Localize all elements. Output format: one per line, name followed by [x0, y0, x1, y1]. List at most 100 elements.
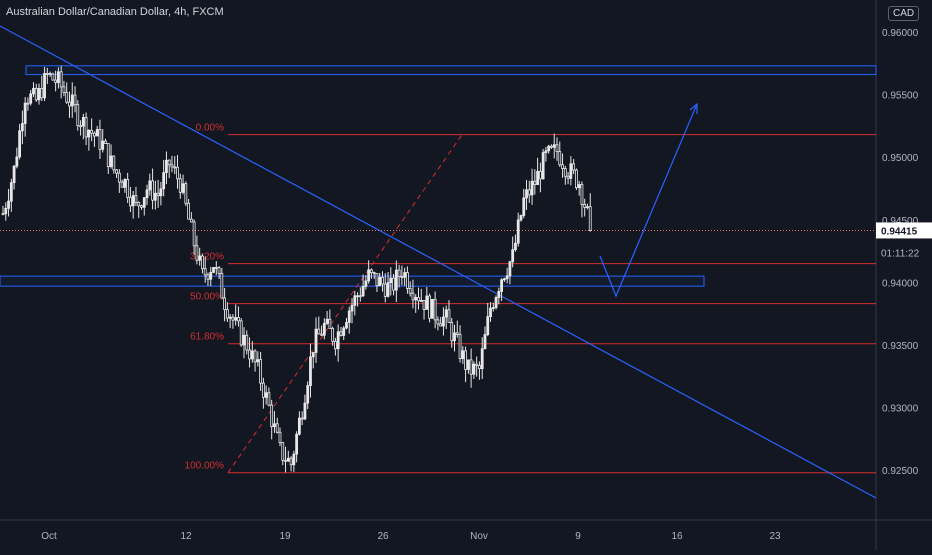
- candle-body: [226, 310, 228, 318]
- candle-body: [251, 351, 253, 359]
- candle-body: [476, 364, 478, 365]
- current-price-label: 0.94415: [881, 226, 918, 237]
- candle-body: [193, 222, 195, 246]
- candle-body: [27, 103, 29, 104]
- candle-body: [559, 152, 561, 165]
- candle-body: [478, 365, 480, 368]
- candle-body: [581, 185, 583, 205]
- candle-body: [190, 219, 192, 222]
- candle-body: [357, 296, 359, 297]
- candle-body: [309, 357, 311, 386]
- candle-body: [127, 179, 129, 197]
- zones: [0, 66, 876, 286]
- candle-body: [60, 72, 62, 87]
- candle-body: [221, 273, 223, 298]
- candle-body: [437, 320, 439, 324]
- candle-body: [196, 246, 198, 260]
- candle-body: [501, 280, 503, 292]
- candle-body: [46, 73, 48, 74]
- candle-body: [49, 73, 51, 74]
- candle-body: [168, 160, 170, 165]
- candle-body: [77, 105, 79, 126]
- candle-body: [232, 317, 234, 320]
- candle-body: [514, 243, 516, 249]
- candle-body: [484, 335, 486, 349]
- candle-body: [224, 298, 226, 310]
- candle-body: [290, 458, 292, 465]
- candle-body: [523, 198, 525, 216]
- candle-body: [393, 278, 395, 290]
- candle-body: [240, 321, 242, 345]
- candle-body: [578, 185, 580, 188]
- candle-body: [584, 204, 586, 207]
- candle-body: [243, 335, 245, 345]
- candle-body: [442, 317, 444, 326]
- currency-button[interactable]: CAD: [888, 6, 919, 21]
- candle-body: [96, 129, 98, 135]
- candle-body: [456, 333, 458, 335]
- candle-body: [481, 349, 483, 369]
- candle-body: [506, 276, 508, 279]
- candle-body: [434, 299, 436, 320]
- candle-body: [459, 334, 461, 358]
- candle-body: [575, 170, 577, 188]
- candle-body: [395, 270, 397, 290]
- time-tick-label: 19: [279, 531, 291, 542]
- candle-body: [404, 273, 406, 278]
- price-tick-label: 0.92500: [882, 466, 919, 477]
- fib-label: 38.20%: [190, 252, 224, 263]
- candle-body: [99, 129, 101, 149]
- candle-body: [116, 170, 118, 173]
- candle-body: [570, 164, 572, 178]
- candle-body: [448, 310, 450, 323]
- candle-body: [365, 281, 367, 287]
- candle-body: [542, 153, 544, 179]
- candle-body: [93, 133, 95, 136]
- candles: [2, 66, 591, 473]
- candle-body: [2, 214, 4, 215]
- candle-body: [129, 197, 131, 206]
- candle-body: [135, 196, 137, 203]
- fib-label: 61.80%: [190, 332, 224, 343]
- candle-body: [301, 418, 303, 419]
- candle-body: [420, 300, 422, 301]
- candle-body: [157, 193, 159, 195]
- candle-body: [141, 206, 143, 208]
- candle-body: [401, 277, 403, 278]
- candle-body: [8, 201, 10, 208]
- descending-trendline: [0, 26, 876, 498]
- candle-body: [260, 360, 262, 383]
- candle-body: [257, 360, 259, 362]
- candle-body: [429, 296, 431, 318]
- price-tick-label: 0.94000: [882, 278, 919, 289]
- candle-body: [384, 284, 386, 296]
- candle-body: [354, 296, 356, 305]
- candle-body: [445, 310, 447, 317]
- candle-body: [201, 256, 203, 269]
- candle-body: [229, 317, 231, 318]
- candle-body: [210, 272, 212, 279]
- candle-body: [423, 300, 425, 309]
- time-tick-label: 26: [377, 531, 389, 542]
- countdown-label: 01:11:22: [881, 248, 920, 259]
- candle-body: [490, 308, 492, 316]
- candle-body: [179, 179, 181, 193]
- candle-body: [379, 277, 381, 285]
- candle-body: [154, 193, 156, 200]
- candle-body: [273, 424, 275, 427]
- candle-body: [520, 215, 522, 219]
- time-tick-label: Nov: [470, 531, 488, 542]
- candle-body: [454, 333, 456, 341]
- candle-body: [329, 319, 331, 328]
- candle-body: [304, 403, 306, 419]
- candle-body: [35, 88, 37, 99]
- price-tick-label: 0.95000: [882, 153, 919, 164]
- candle-body: [16, 157, 18, 166]
- candle-body: [74, 95, 76, 105]
- candle-body: [537, 171, 539, 184]
- candle-body: [567, 176, 569, 178]
- price-tick-label: 0.95500: [882, 91, 919, 102]
- candle-body: [160, 189, 162, 196]
